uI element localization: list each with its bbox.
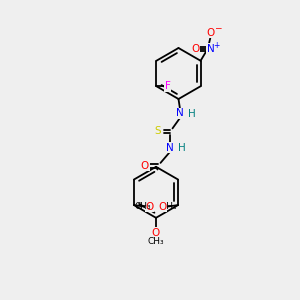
Text: O: O — [158, 202, 166, 212]
Text: S: S — [155, 126, 161, 136]
Text: N: N — [176, 108, 184, 118]
Text: O: O — [146, 202, 154, 212]
Text: O: O — [191, 44, 199, 54]
Text: H: H — [178, 143, 186, 154]
Text: O: O — [207, 28, 215, 38]
Text: O: O — [141, 161, 149, 171]
Text: O: O — [152, 228, 160, 238]
Text: N: N — [166, 143, 173, 153]
Text: H: H — [188, 109, 196, 119]
Text: +: + — [213, 41, 220, 50]
Text: CH₃: CH₃ — [148, 237, 164, 246]
Text: F: F — [165, 81, 171, 91]
Text: −: − — [214, 23, 221, 32]
Text: CH₃: CH₃ — [134, 202, 151, 211]
Text: CH₃: CH₃ — [161, 202, 178, 211]
Text: N: N — [207, 44, 215, 54]
